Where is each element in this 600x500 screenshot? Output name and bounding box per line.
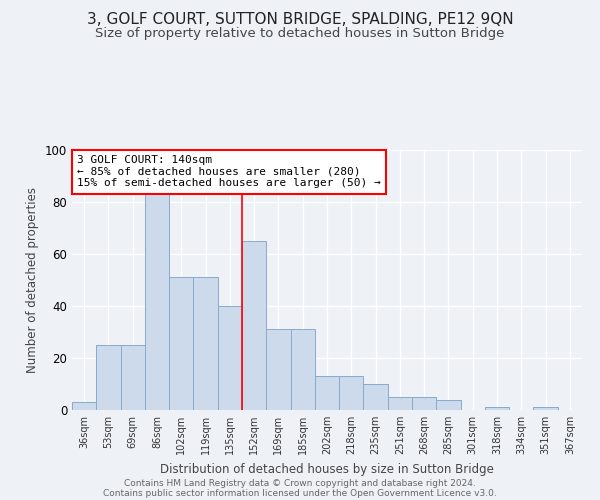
Bar	[315, 376, 339, 410]
Bar	[121, 345, 145, 410]
Bar	[533, 408, 558, 410]
Text: 3, GOLF COURT, SUTTON BRIDGE, SPALDING, PE12 9QN: 3, GOLF COURT, SUTTON BRIDGE, SPALDING, …	[86, 12, 514, 28]
Bar	[266, 330, 290, 410]
Text: 3 GOLF COURT: 140sqm
← 85% of detached houses are smaller (280)
15% of semi-deta: 3 GOLF COURT: 140sqm ← 85% of detached h…	[77, 155, 381, 188]
Bar	[436, 400, 461, 410]
Bar	[339, 376, 364, 410]
Bar	[364, 384, 388, 410]
Bar	[290, 330, 315, 410]
Y-axis label: Number of detached properties: Number of detached properties	[26, 187, 40, 373]
Text: Contains public sector information licensed under the Open Government Licence v3: Contains public sector information licen…	[103, 488, 497, 498]
Bar	[218, 306, 242, 410]
Bar	[412, 397, 436, 410]
X-axis label: Distribution of detached houses by size in Sutton Bridge: Distribution of detached houses by size …	[160, 462, 494, 475]
Text: Size of property relative to detached houses in Sutton Bridge: Size of property relative to detached ho…	[95, 28, 505, 40]
Bar	[169, 278, 193, 410]
Text: Contains HM Land Registry data © Crown copyright and database right 2024.: Contains HM Land Registry data © Crown c…	[124, 478, 476, 488]
Bar	[72, 402, 96, 410]
Bar	[485, 408, 509, 410]
Bar	[193, 278, 218, 410]
Bar	[96, 345, 121, 410]
Bar	[242, 241, 266, 410]
Bar	[388, 397, 412, 410]
Bar	[145, 192, 169, 410]
